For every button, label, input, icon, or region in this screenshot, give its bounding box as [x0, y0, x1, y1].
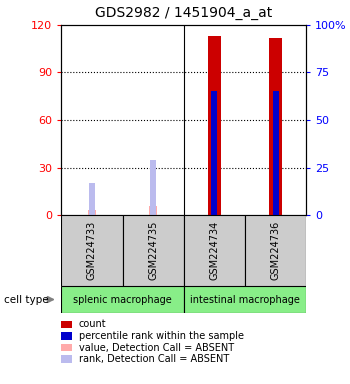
Bar [245, 215, 306, 286]
Text: GSM224735: GSM224735 [148, 221, 158, 280]
Bar [150, 160, 156, 215]
Bar [88, 210, 96, 215]
Bar [61, 332, 72, 340]
Text: splenic macrophage: splenic macrophage [73, 295, 172, 305]
Bar [89, 183, 95, 215]
Text: percentile rank within the sample: percentile rank within the sample [79, 331, 244, 341]
Bar [269, 38, 282, 215]
Text: GSM224733: GSM224733 [87, 221, 97, 280]
Text: count: count [79, 319, 106, 329]
Bar [149, 205, 157, 215]
Text: value, Detection Call = ABSENT: value, Detection Call = ABSENT [79, 343, 234, 353]
Bar [61, 355, 72, 363]
Bar [208, 36, 221, 215]
Bar [122, 215, 184, 286]
Text: GSM224736: GSM224736 [271, 221, 281, 280]
Text: intestinal macrophage: intestinal macrophage [190, 295, 300, 305]
Text: GSM224734: GSM224734 [209, 221, 219, 280]
Bar [61, 321, 72, 328]
Text: GDS2982 / 1451904_a_at: GDS2982 / 1451904_a_at [95, 7, 272, 20]
Bar [184, 286, 306, 313]
Bar [61, 286, 184, 313]
Text: cell type: cell type [4, 295, 48, 305]
Bar [61, 344, 72, 351]
Text: rank, Detection Call = ABSENT: rank, Detection Call = ABSENT [79, 354, 229, 364]
Bar [273, 91, 279, 215]
Bar [61, 215, 122, 286]
Bar [211, 91, 217, 215]
Bar [184, 215, 245, 286]
